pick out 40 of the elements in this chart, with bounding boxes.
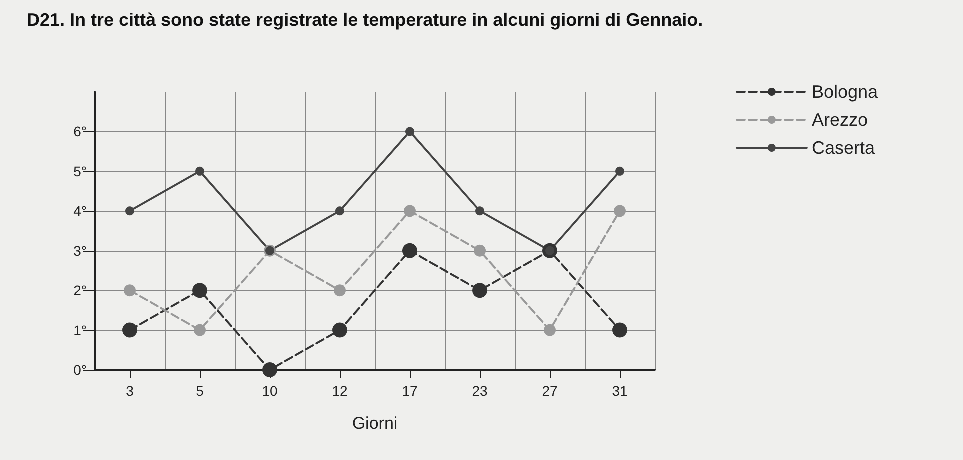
point — [126, 206, 134, 216]
y-tick-label: 1° — [74, 322, 87, 338]
point — [614, 205, 626, 218]
chart-title: D21. In tre città sono state registrate le temperature in alcuni giorni di Gennaio. — [27, 10, 704, 30]
point — [124, 284, 136, 297]
x-tick-label: 23 — [472, 383, 488, 399]
point — [404, 205, 416, 218]
x-tick-label: 31 — [612, 383, 628, 399]
point — [612, 322, 628, 338]
legend-label: Bologna — [812, 82, 879, 102]
point — [196, 166, 204, 176]
point — [194, 324, 206, 336]
x-tick-label: 5 — [196, 383, 204, 399]
x-tick-label: 27 — [542, 383, 558, 399]
legend-label: Caserta — [812, 138, 876, 158]
x-tick-label: 3 — [126, 383, 134, 399]
y-tick-label: 6° — [74, 124, 87, 140]
y-tick-label: 2° — [74, 282, 87, 299]
y-tick-label: 3° — [74, 242, 87, 259]
x-tick-label: 10 — [262, 383, 278, 399]
point — [474, 244, 486, 257]
x-tick-label: 17 — [402, 383, 418, 399]
point — [262, 362, 278, 378]
point — [336, 206, 344, 216]
y-tick-label: 5° — [74, 163, 87, 180]
point — [406, 127, 414, 136]
x-tick-label: 12 — [332, 383, 348, 399]
y-tick-label: 4° — [74, 203, 87, 220]
point — [472, 283, 488, 298]
point — [476, 206, 484, 216]
legend-label: Arezzo — [812, 110, 868, 130]
point — [616, 166, 624, 176]
point — [332, 322, 348, 338]
x-axis-title: Giorni — [352, 414, 398, 433]
point — [334, 284, 346, 297]
y-tick-label: 0° — [74, 362, 87, 378]
point — [544, 324, 556, 336]
point — [122, 322, 138, 338]
point — [402, 243, 418, 258]
point — [192, 283, 208, 298]
